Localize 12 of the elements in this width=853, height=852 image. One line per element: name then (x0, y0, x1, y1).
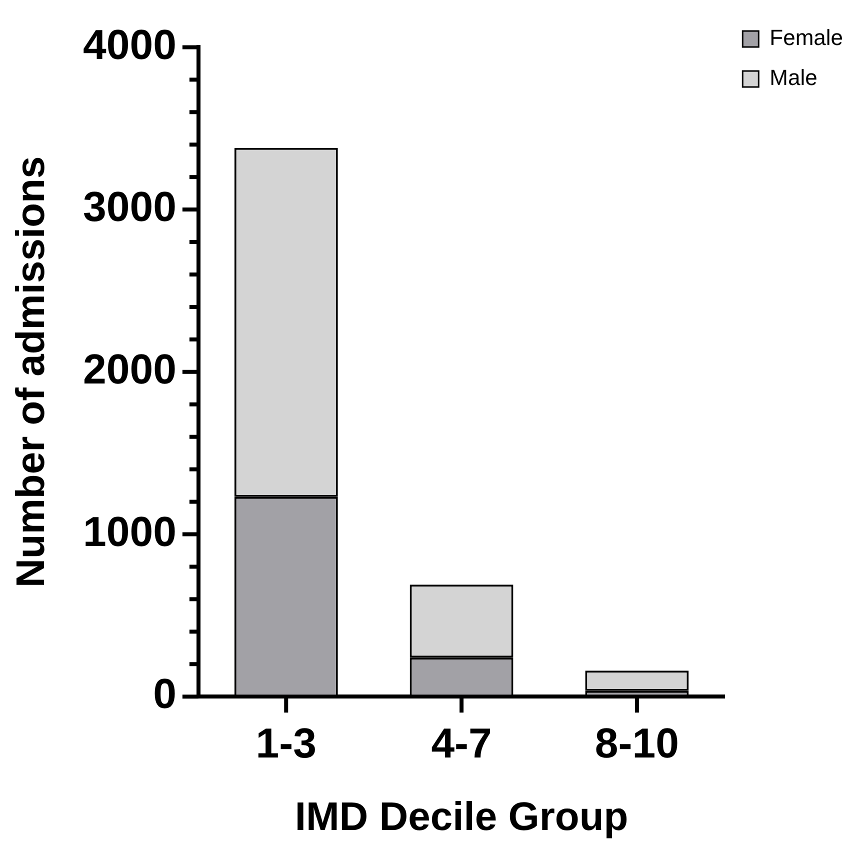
y-tick-label: 1000 (82, 508, 176, 555)
legend-label: Male (770, 65, 818, 90)
y-tick-label: 3000 (82, 183, 176, 230)
y-tick-label: 0 (153, 670, 176, 718)
x-tick-label: 8-10 (594, 719, 679, 766)
x-tick-label: 4-7 (431, 719, 492, 766)
x-tick-label: 1-3 (256, 719, 316, 766)
y-axis-title: Number of admissions (9, 156, 54, 588)
x-axis-title: IMD Decile Group (294, 795, 628, 840)
y-tick-label: 4000 (82, 20, 176, 68)
y-tick-label: 2000 (82, 345, 176, 392)
legend-label: Female (770, 25, 843, 50)
